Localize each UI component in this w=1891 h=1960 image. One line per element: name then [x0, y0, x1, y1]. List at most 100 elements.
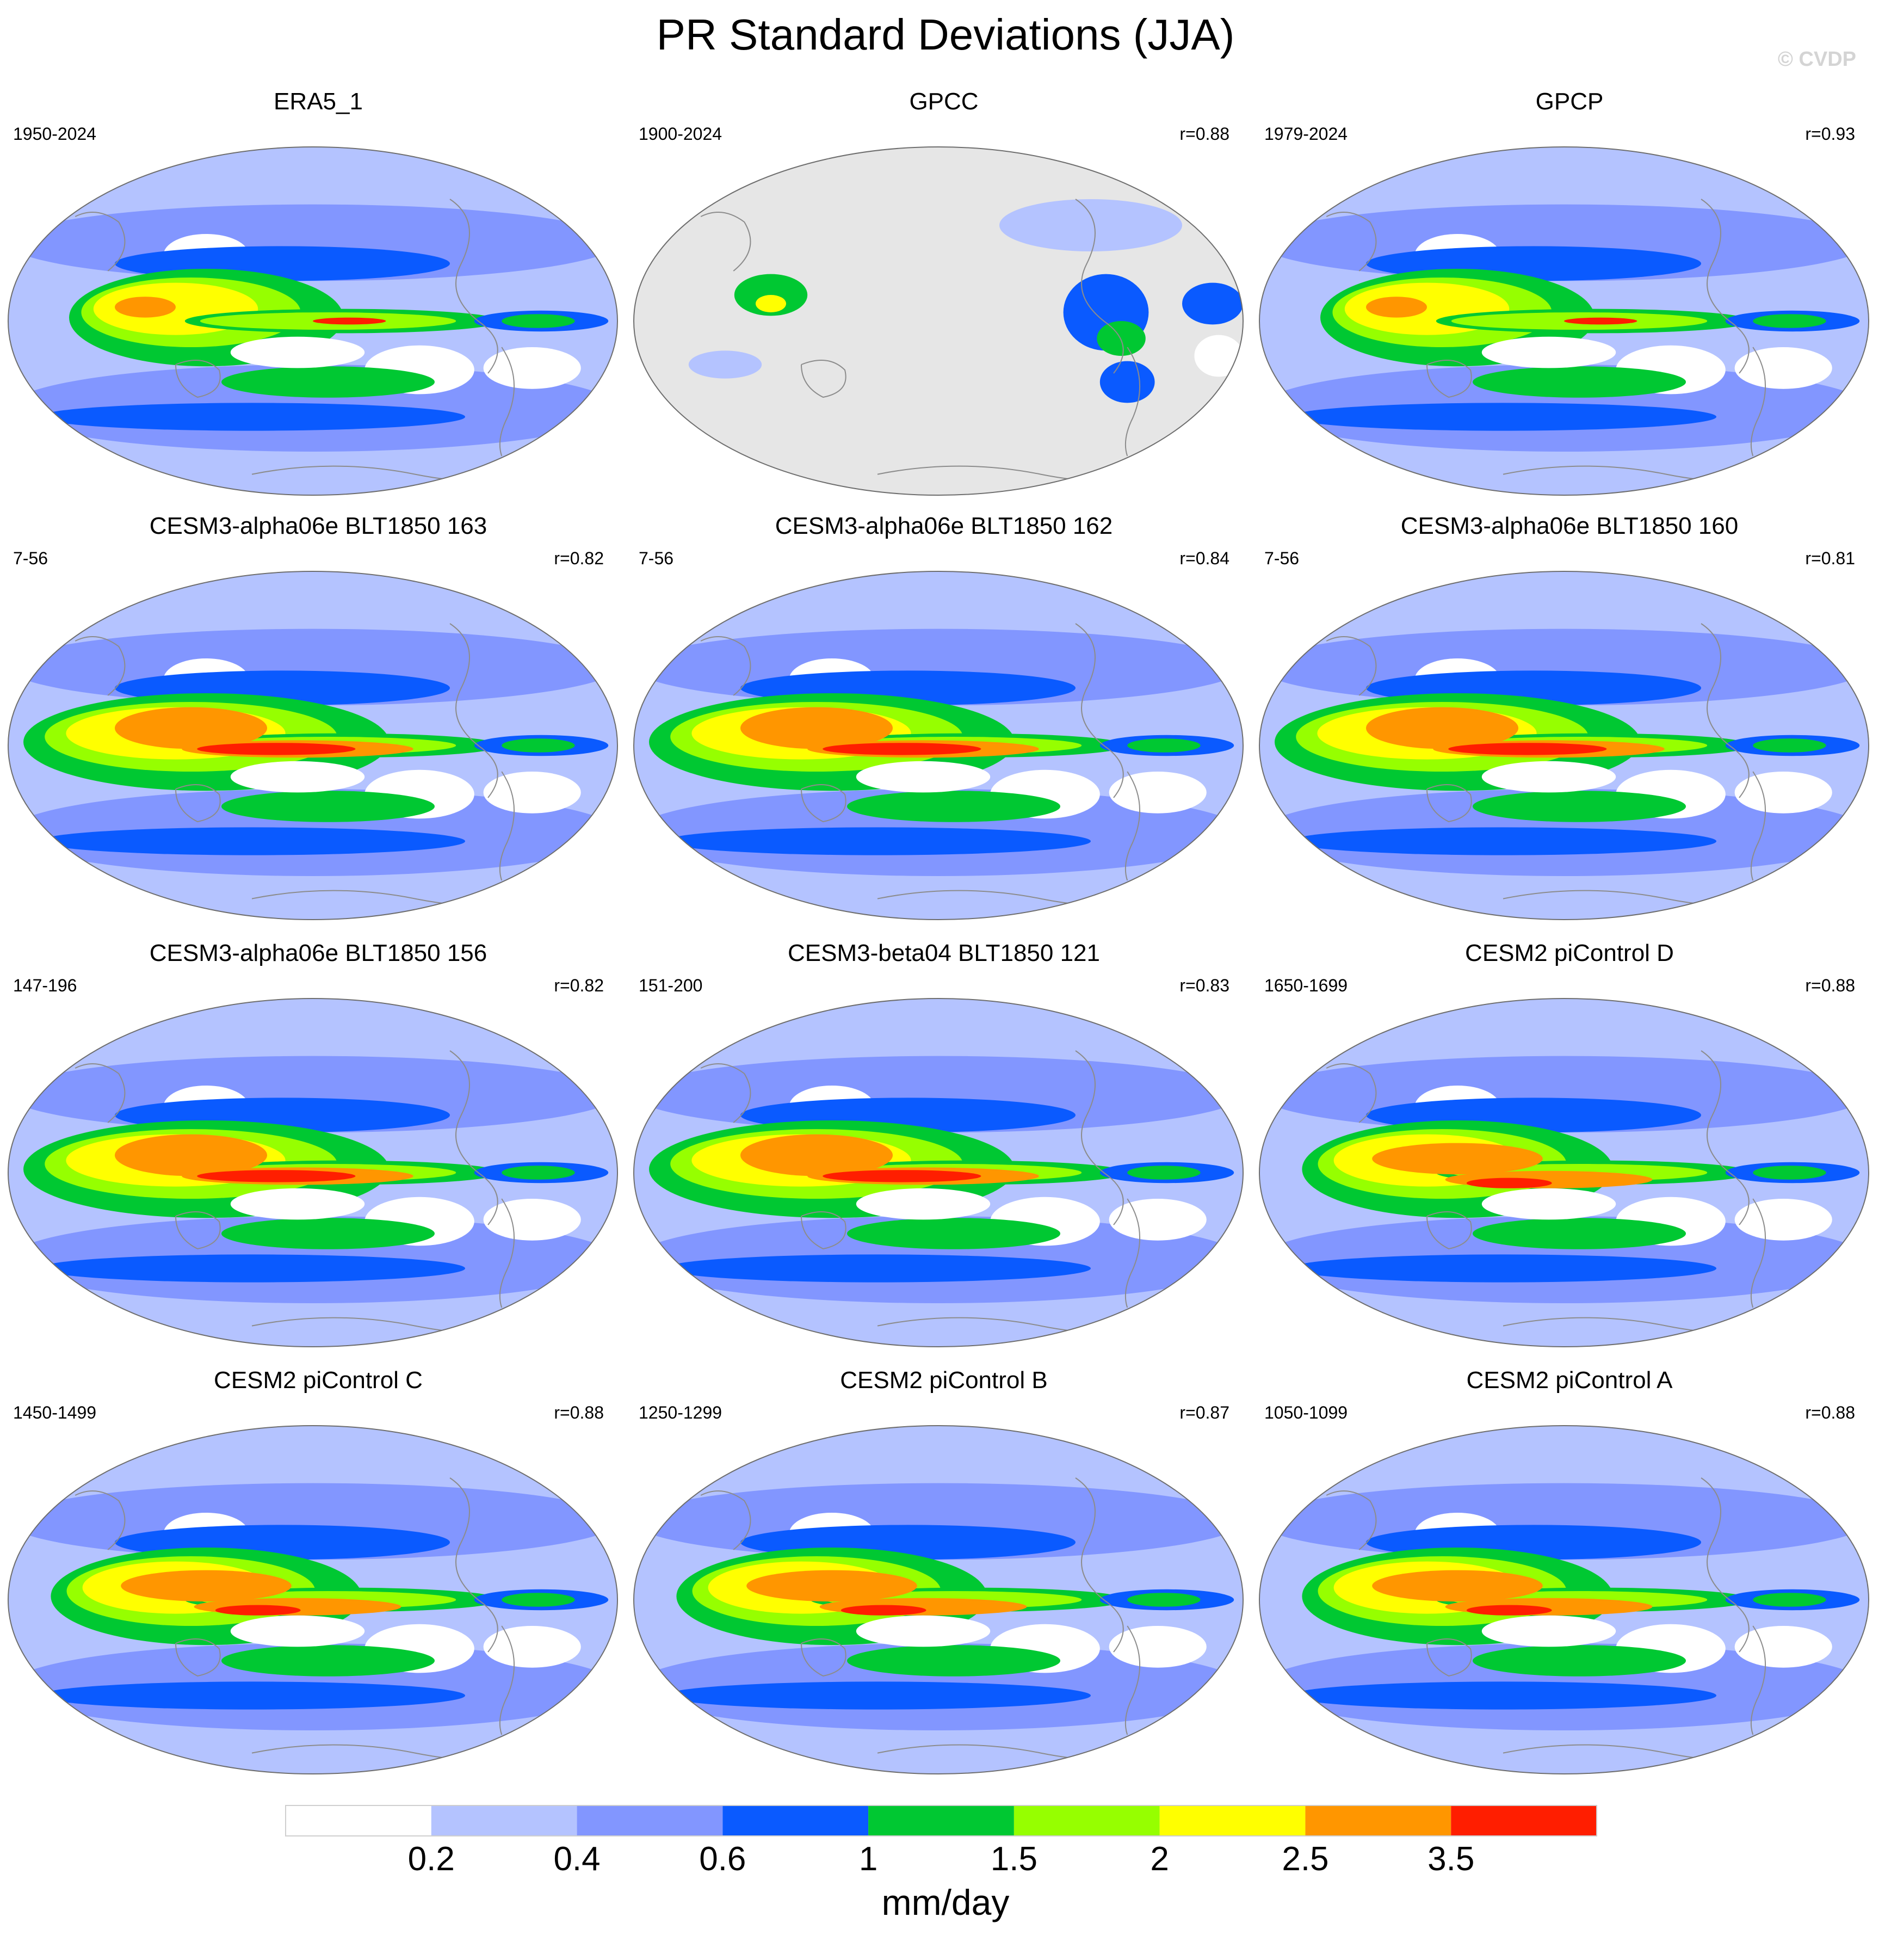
panel-title: CESM3-alpha06e BLT1850 162: [775, 513, 1113, 539]
precip-region: [1481, 336, 1616, 368]
map-panel: CESM2 piControl A 1050-1099 r=0.88: [1257, 1366, 1882, 1796]
precip-region: [1473, 791, 1686, 822]
precip-region: [197, 743, 356, 755]
panel-title: CESM3-alpha06e BLT1850 163: [149, 513, 487, 539]
panel-years: 7-56: [639, 548, 674, 568]
panel-title: CESM3-beta04 BLT1850 121: [788, 940, 1100, 966]
colorbar-swatch: [577, 1805, 723, 1836]
precip-region: [1127, 1166, 1201, 1180]
map-canvas: [1259, 571, 1869, 920]
precip-region: [856, 1188, 991, 1220]
precip-region: [740, 707, 893, 749]
map-border: [8, 998, 618, 1347]
precip-region: [197, 1170, 356, 1182]
panel-years: 1650-1699: [1264, 976, 1348, 995]
precip-region: [664, 1681, 1091, 1710]
precip-region: [1290, 827, 1716, 855]
precip-region: [230, 761, 365, 793]
panel-correlation: r=0.88: [1179, 124, 1229, 144]
panel-title: CESM2 piControl D: [1465, 940, 1674, 966]
panel-years: 7-56: [1264, 548, 1300, 568]
precip-region: [740, 1134, 893, 1176]
map-canvas: [1259, 146, 1869, 496]
cvdp-credit: © CVDP: [1777, 48, 1856, 71]
map-canvas: [1259, 998, 1869, 1347]
precip-region: [1290, 1681, 1716, 1710]
panel-correlation: r=0.87: [1179, 1403, 1229, 1422]
colorbar-tick-label: 3.5: [1427, 1840, 1475, 1878]
map-panel: GPCC 1900-2024 r=0.88: [631, 87, 1257, 517]
panel-title: CESM3-alpha06e BLT1850 156: [149, 940, 487, 966]
map-border: [8, 1425, 618, 1774]
colorbar-swatch: [1305, 1805, 1451, 1836]
colorbar-tick-label: 1.5: [990, 1840, 1037, 1878]
panel-correlation: r=0.93: [1805, 124, 1855, 144]
precip-region: [1194, 335, 1243, 377]
colorbar-tick-label: 0.4: [553, 1840, 601, 1878]
precip-region: [1366, 297, 1427, 318]
precip-region: [841, 1605, 926, 1616]
colorbar-swatch: [431, 1805, 577, 1836]
precip-region: [115, 1134, 267, 1176]
precip-region: [115, 707, 267, 749]
panel-years: 1450-1499: [13, 1403, 97, 1422]
map-canvas: [633, 146, 1244, 496]
precip-region: [502, 738, 575, 753]
map-border: [1259, 571, 1869, 920]
precip-region: [1753, 1166, 1826, 1180]
panel-correlation: r=0.84: [1179, 548, 1229, 568]
panel-title: GPCP: [1535, 88, 1604, 115]
panel-correlation: r=0.81: [1805, 548, 1855, 568]
precip-region: [999, 199, 1182, 251]
precip-region: [664, 827, 1091, 855]
precip-region: [1372, 1570, 1543, 1602]
precip-region: [823, 743, 981, 755]
precip-region: [688, 350, 762, 379]
precip-region: [221, 1645, 435, 1677]
precip-region: [1473, 1218, 1686, 1249]
figure-title: PR Standard Deviations (JJA): [656, 10, 1235, 59]
map-canvas: [633, 571, 1244, 920]
map-canvas: [8, 571, 618, 920]
precip-region: [221, 791, 435, 822]
map-border: [1259, 1425, 1869, 1774]
precip-region: [664, 1254, 1091, 1283]
map-canvas: [8, 1425, 618, 1774]
precip-region: [856, 1615, 991, 1647]
precip-region: [1372, 1143, 1543, 1175]
map-canvas: [8, 998, 618, 1347]
map-canvas: [633, 998, 1244, 1347]
precip-region: [1127, 738, 1201, 753]
precip-region: [1753, 738, 1826, 753]
map-border: [633, 1425, 1244, 1774]
precip-region: [1127, 1593, 1201, 1607]
precip-region: [847, 1218, 1060, 1249]
colorbar-units: mm/day: [881, 1882, 1010, 1922]
map-panel: CESM2 piControl B 1250-1299 r=0.87: [631, 1366, 1257, 1796]
colorbar-tick-label: 2: [1150, 1840, 1169, 1878]
precip-region: [39, 403, 465, 431]
coastlines: [700, 623, 1204, 908]
panel-years: 1950-2024: [13, 124, 97, 144]
map-border: [8, 146, 618, 496]
panel-years: 1900-2024: [639, 124, 722, 144]
precip-region: [230, 1615, 365, 1647]
precip-region: [1473, 366, 1686, 398]
precip-region: [1753, 1593, 1826, 1607]
map-border: [8, 571, 618, 920]
panel-correlation: r=0.82: [554, 976, 604, 995]
precip-region: [1097, 321, 1146, 356]
precip-region: [1473, 1645, 1686, 1677]
map-panel: CESM3-alpha06e BLT1850 156 147-196 r=0.82: [5, 939, 631, 1369]
panel-title: CESM2 piControl B: [840, 1367, 1048, 1394]
panel-years: 7-56: [13, 548, 48, 568]
map-border: [633, 571, 1244, 920]
map-border: [633, 998, 1244, 1347]
precip-region: [1466, 1605, 1552, 1616]
precip-region: [746, 1570, 917, 1602]
panel-years: 147-196: [13, 976, 77, 995]
colorbar-swatch: [1451, 1805, 1597, 1836]
precip-region: [856, 761, 991, 793]
panel-correlation: r=0.88: [1805, 976, 1855, 995]
precip-region: [221, 1218, 435, 1249]
